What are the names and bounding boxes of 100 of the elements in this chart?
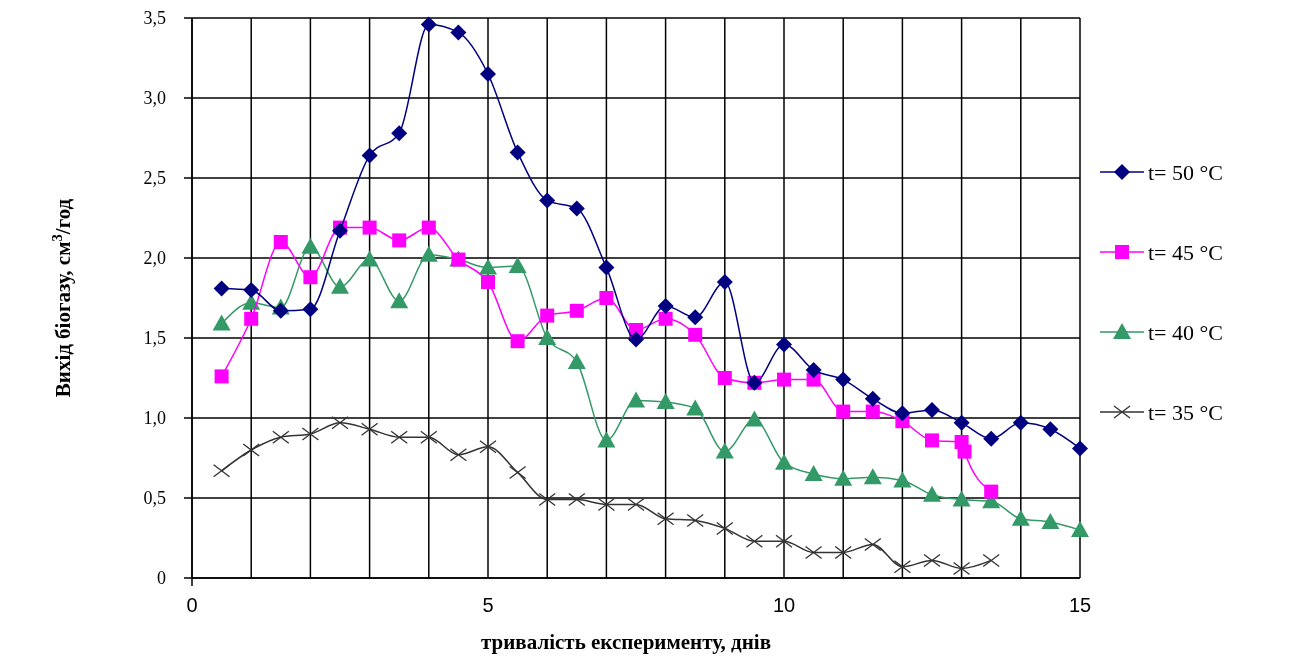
- point: [836, 404, 851, 419]
- point: [540, 308, 555, 323]
- point: [332, 222, 348, 239]
- point: [863, 468, 882, 485]
- point: [538, 492, 556, 507]
- point: [449, 448, 468, 462]
- point: [1041, 513, 1060, 529]
- point: [598, 259, 615, 276]
- point: [599, 291, 614, 305]
- point: [982, 553, 1000, 568]
- point: [212, 314, 231, 331]
- point: [242, 443, 260, 457]
- point: [1071, 521, 1089, 537]
- point: [390, 292, 409, 309]
- x-axis-title: тривалість експерименту, днів: [481, 630, 771, 654]
- point: [1012, 414, 1029, 431]
- point: [508, 257, 527, 273]
- point: [715, 442, 734, 459]
- point: [597, 497, 616, 512]
- point: [834, 545, 852, 560]
- point: [510, 334, 525, 349]
- point: [835, 371, 852, 388]
- point: [952, 490, 971, 507]
- y-tick-label: 1,5: [143, 328, 166, 349]
- point: [686, 399, 705, 416]
- y-tick-label: 0: [157, 568, 166, 589]
- y-tick-label: 2,0: [143, 248, 166, 269]
- point: [658, 311, 673, 326]
- point: [657, 298, 674, 314]
- point: [539, 192, 556, 209]
- x-tick-label: 15: [1068, 594, 1092, 616]
- point: [243, 282, 260, 298]
- point: [303, 270, 318, 285]
- y-tick-label: 2,5: [143, 168, 166, 189]
- x-tick-label: 0: [186, 594, 198, 616]
- point: [957, 444, 972, 459]
- point: [1011, 509, 1030, 526]
- point: [627, 391, 645, 408]
- y-tick-label: 1,0: [143, 408, 166, 429]
- point: [419, 245, 438, 262]
- point: [865, 404, 880, 419]
- x-tick-label: 10: [772, 594, 796, 616]
- point: [213, 280, 230, 297]
- point: [777, 372, 791, 387]
- point: [508, 465, 527, 480]
- point: [331, 416, 349, 430]
- point: [776, 336, 792, 353]
- point: [361, 147, 378, 164]
- point: [301, 427, 320, 441]
- point: [688, 327, 703, 342]
- point: [362, 220, 377, 235]
- point: [480, 66, 496, 82]
- point: [656, 512, 675, 526]
- point: [745, 410, 764, 427]
- point: [272, 430, 290, 444]
- legend-label: t= 35 °C: [1148, 399, 1223, 425]
- point: [1072, 440, 1088, 457]
- point: [923, 485, 941, 502]
- point: [479, 258, 497, 275]
- point: [925, 433, 939, 448]
- legend-label: t= 40 °C: [1148, 319, 1223, 345]
- point: [893, 560, 912, 574]
- point: [301, 237, 320, 254]
- point: [538, 329, 557, 345]
- point: [391, 125, 408, 142]
- point: [244, 311, 259, 326]
- point: [481, 275, 495, 289]
- point: [272, 302, 289, 319]
- point: [597, 431, 616, 448]
- point: [479, 440, 497, 454]
- point: [984, 484, 999, 499]
- y-tick-label: 0,5: [143, 488, 166, 509]
- point: [775, 453, 793, 470]
- point: [569, 303, 584, 318]
- point: [952, 561, 971, 576]
- point: [509, 144, 526, 161]
- legend-label: t= 45 °C: [1148, 239, 1223, 265]
- point: [717, 371, 732, 385]
- point: [716, 274, 733, 290]
- point: [953, 414, 970, 431]
- point: [804, 465, 823, 481]
- y-tick-label: 3,5: [143, 8, 166, 29]
- point: [420, 16, 437, 33]
- point: [421, 220, 436, 235]
- point: [567, 353, 586, 369]
- y-tick-label: 3,0: [143, 88, 166, 109]
- point: [716, 521, 734, 536]
- legend-label: t= 50 °C: [1148, 159, 1223, 185]
- point: [924, 402, 940, 418]
- point: [273, 235, 288, 249]
- point: [923, 553, 941, 568]
- x-tick-label: 5: [482, 594, 494, 616]
- point: [420, 430, 438, 444]
- point: [214, 369, 229, 384]
- point: [805, 362, 822, 378]
- point: [392, 233, 407, 248]
- point: [568, 492, 586, 507]
- point: [687, 309, 704, 326]
- point: [864, 537, 882, 552]
- point: [627, 497, 645, 512]
